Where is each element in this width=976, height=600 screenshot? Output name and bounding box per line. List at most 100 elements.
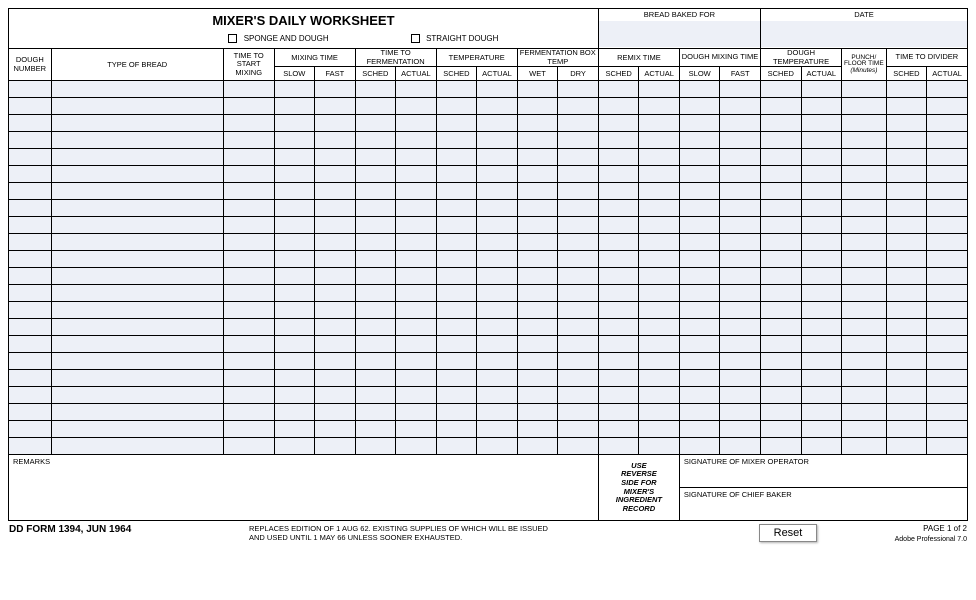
data-cell[interactable] [315,200,356,217]
data-cell[interactable] [927,234,968,251]
data-cell[interactable] [720,234,761,251]
data-cell[interactable] [801,438,842,455]
data-cell[interactable] [679,132,720,149]
data-cell[interactable] [274,387,315,404]
data-cell[interactable] [315,166,356,183]
data-cell[interactable] [223,421,274,438]
data-cell[interactable] [517,387,558,404]
data-cell[interactable] [436,387,477,404]
data-cell[interactable] [396,132,437,149]
data-cell[interactable] [396,285,437,302]
data-cell[interactable] [761,353,802,370]
data-cell[interactable] [274,353,315,370]
data-cell[interactable] [436,404,477,421]
data-cell[interactable] [761,217,802,234]
data-cell[interactable] [886,319,927,336]
data-cell[interactable] [558,115,599,132]
data-cell[interactable] [355,387,396,404]
data-cell[interactable] [315,149,356,166]
data-cell[interactable] [223,370,274,387]
data-cell[interactable] [436,98,477,115]
data-cell[interactable] [396,251,437,268]
data-cell[interactable] [801,370,842,387]
data-cell[interactable] [9,353,52,370]
data-cell[interactable] [9,387,52,404]
data-cell[interactable] [679,234,720,251]
data-cell[interactable] [639,404,680,421]
data-cell[interactable] [801,285,842,302]
data-cell[interactable] [558,166,599,183]
data-cell[interactable] [761,166,802,183]
data-cell[interactable] [51,115,223,132]
data-cell[interactable] [51,98,223,115]
data-cell[interactable] [679,387,720,404]
data-cell[interactable] [315,370,356,387]
data-cell[interactable] [315,115,356,132]
data-cell[interactable] [315,285,356,302]
data-cell[interactable] [274,285,315,302]
data-cell[interactable] [598,319,639,336]
data-cell[interactable] [639,132,680,149]
data-cell[interactable] [9,217,52,234]
data-cell[interactable] [477,115,518,132]
data-cell[interactable] [927,132,968,149]
data-cell[interactable] [51,251,223,268]
data-cell[interactable] [396,302,437,319]
data-cell[interactable] [679,285,720,302]
data-cell[interactable] [274,251,315,268]
data-cell[interactable] [720,438,761,455]
data-cell[interactable] [720,217,761,234]
data-cell[interactable] [517,251,558,268]
data-cell[interactable] [761,234,802,251]
data-cell[interactable] [436,302,477,319]
data-cell[interactable] [598,285,639,302]
data-cell[interactable] [558,268,599,285]
data-cell[interactable] [355,353,396,370]
data-cell[interactable] [801,387,842,404]
data-cell[interactable] [639,149,680,166]
data-cell[interactable] [274,98,315,115]
data-cell[interactable] [927,81,968,98]
data-cell[interactable] [396,115,437,132]
straight-checkbox[interactable] [411,34,420,43]
data-cell[interactable] [558,251,599,268]
data-cell[interactable] [720,387,761,404]
data-cell[interactable] [761,387,802,404]
data-cell[interactable] [639,336,680,353]
data-cell[interactable] [801,319,842,336]
data-cell[interactable] [223,319,274,336]
data-cell[interactable] [558,336,599,353]
data-cell[interactable] [274,370,315,387]
data-cell[interactable] [223,234,274,251]
data-cell[interactable] [679,251,720,268]
data-cell[interactable] [355,268,396,285]
data-cell[interactable] [355,302,396,319]
data-cell[interactable] [679,302,720,319]
data-cell[interactable] [720,183,761,200]
data-cell[interactable] [223,200,274,217]
data-cell[interactable] [761,319,802,336]
data-cell[interactable] [927,251,968,268]
data-cell[interactable] [396,234,437,251]
data-cell[interactable] [801,115,842,132]
data-cell[interactable] [598,81,639,98]
data-cell[interactable] [842,319,887,336]
data-cell[interactable] [315,302,356,319]
data-cell[interactable] [639,285,680,302]
data-cell[interactable] [761,98,802,115]
data-cell[interactable] [801,98,842,115]
data-cell[interactable] [274,200,315,217]
data-cell[interactable] [436,438,477,455]
data-cell[interactable] [842,404,887,421]
data-cell[interactable] [842,132,887,149]
data-cell[interactable] [223,302,274,319]
data-cell[interactable] [886,404,927,421]
data-cell[interactable] [477,81,518,98]
data-cell[interactable] [9,302,52,319]
data-cell[interactable] [598,183,639,200]
data-cell[interactable] [720,421,761,438]
data-cell[interactable] [558,183,599,200]
data-cell[interactable] [315,234,356,251]
data-cell[interactable] [274,404,315,421]
data-cell[interactable] [396,438,437,455]
